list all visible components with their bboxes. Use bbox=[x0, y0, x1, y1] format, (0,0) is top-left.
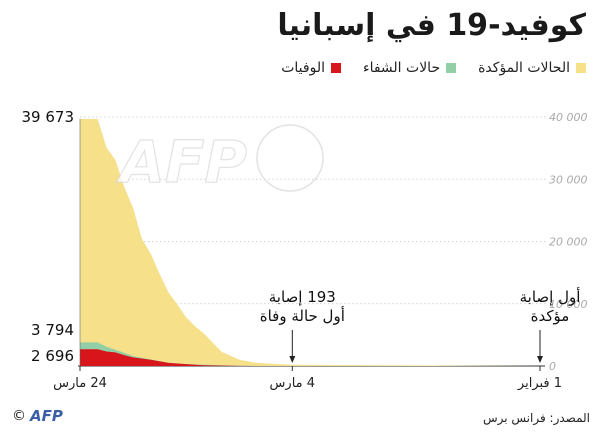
legend-item-deaths: الوفيات bbox=[281, 60, 341, 76]
y-tick-label: 40 000 bbox=[549, 111, 588, 124]
annotation-line1: أول إصابة bbox=[520, 287, 581, 306]
annotation-line2: أول حالة وفاة bbox=[260, 306, 345, 325]
afp-logo: AFP bbox=[30, 407, 63, 425]
annotation-line1: 193 إصابة bbox=[269, 288, 336, 306]
annotation-arrowhead bbox=[537, 356, 543, 363]
y-tick-label: 20 000 bbox=[549, 236, 588, 249]
chart-title: كوفيد-19 في إسبانيا bbox=[277, 8, 586, 43]
x-tick-label: 4 مارس bbox=[270, 376, 316, 391]
value-label: 2 696 bbox=[31, 347, 74, 365]
area-series-deaths bbox=[80, 349, 540, 366]
legend-item-confirmed: الحالات المؤكدة bbox=[478, 60, 586, 76]
legend-label-recovered: حالات الشفاء bbox=[362, 60, 441, 76]
legend-swatch-deaths bbox=[330, 63, 341, 73]
value-label: 39 673 bbox=[22, 108, 75, 126]
y-tick-label: 0 bbox=[549, 360, 556, 373]
y-tick-label: 10 000 bbox=[549, 298, 588, 311]
annotation-arrowhead bbox=[289, 356, 296, 363]
afp-watermark: AFP bbox=[116, 128, 247, 196]
copyright-logo: © AFP bbox=[12, 407, 63, 425]
y-tick-label: 30 000 bbox=[549, 173, 588, 186]
source-note: المصدر: فرانس برس bbox=[482, 411, 590, 425]
x-tick-label: 24 مارس bbox=[53, 376, 107, 391]
legend-item-recovered: حالات الشفاء bbox=[362, 60, 457, 76]
copyright-symbol: © bbox=[12, 408, 26, 424]
legend: الحالات المؤكدة حالات الشفاء الوفيات bbox=[281, 60, 586, 76]
watermark-globe bbox=[256, 124, 324, 192]
annotation-line2: مؤكدة bbox=[531, 307, 570, 325]
area-series-confirmed bbox=[80, 119, 540, 366]
legend-swatch-recovered bbox=[446, 63, 457, 73]
legend-label-deaths: الوفيات bbox=[281, 60, 325, 76]
value-label: 3 794 bbox=[31, 321, 74, 339]
legend-label-confirmed: الحالات المؤكدة bbox=[478, 60, 570, 76]
x-tick-label: 1 فبراير bbox=[517, 376, 562, 391]
legend-swatch-confirmed bbox=[576, 63, 586, 73]
